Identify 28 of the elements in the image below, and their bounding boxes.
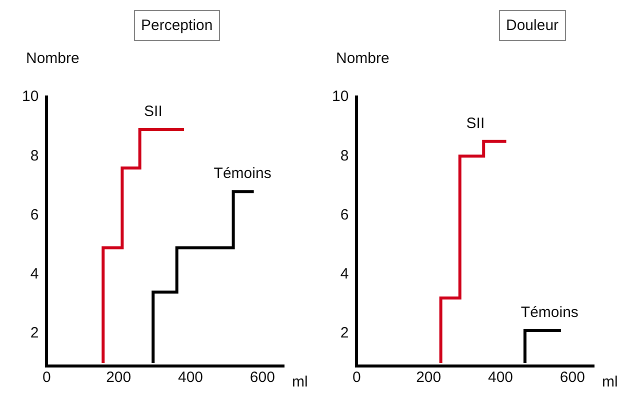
x-tick-label: 600 [560,369,585,386]
y-tick-label: 8 [30,147,39,164]
y-tick-label: 4 [340,266,349,283]
x-axis-title: ml [602,374,618,391]
y-axis-title: Nombre [26,50,80,67]
series-label: Témoins [214,165,272,182]
x-tick-label: 200 [416,369,442,386]
y-tick-label: 8 [340,147,349,164]
x-tick-label: 200 [106,369,132,386]
x-tick-label: 0 [352,369,361,386]
chart-title: Perception [134,10,220,41]
series-label: SII [144,103,162,120]
y-tick-label: 2 [340,324,349,342]
y-tick-label: 6 [30,206,39,224]
y-tick-label: 2 [30,324,39,342]
y-tick-label: 10 [22,88,39,106]
y-tick-label: 4 [30,266,39,283]
x-tick-label: 400 [488,369,514,386]
y-tick-label: 10 [332,88,349,106]
series-label: SII [466,114,485,132]
y-axis-title: Nombre [336,50,390,67]
x-tick-label: 0 [42,369,51,386]
series-label: Témoins [520,304,578,322]
x-tick-label: 400 [178,369,204,386]
chart-title: Douleur [499,10,566,41]
y-tick-label: 6 [340,206,349,224]
x-tick-label: 600 [250,369,275,386]
x-axis-title: ml [292,374,308,391]
